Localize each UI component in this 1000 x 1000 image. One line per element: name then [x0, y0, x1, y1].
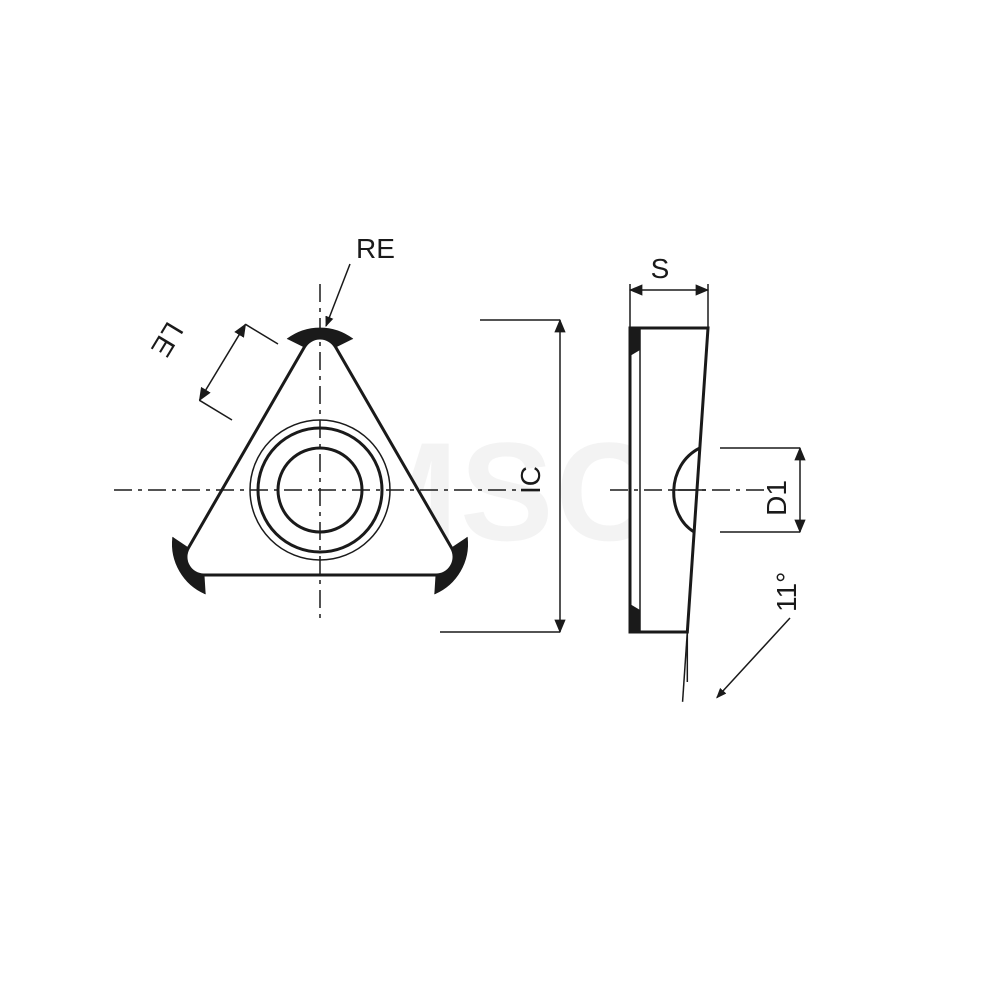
dim-le [199, 324, 245, 400]
dim-angle [717, 618, 790, 698]
label-ic: IC [515, 466, 546, 494]
ext-line [245, 324, 278, 344]
technical-drawing: MSC ICSD111°RELE [0, 0, 1000, 1000]
leader-re [326, 264, 350, 326]
side-outline [630, 328, 708, 632]
label-s: S [651, 253, 670, 284]
label-le: LE [145, 317, 189, 362]
label-re: RE [356, 233, 395, 264]
label-d1: D1 [761, 480, 792, 516]
ext-line [199, 400, 232, 420]
label-angle: 11° [771, 572, 802, 612]
side-view [610, 328, 768, 632]
